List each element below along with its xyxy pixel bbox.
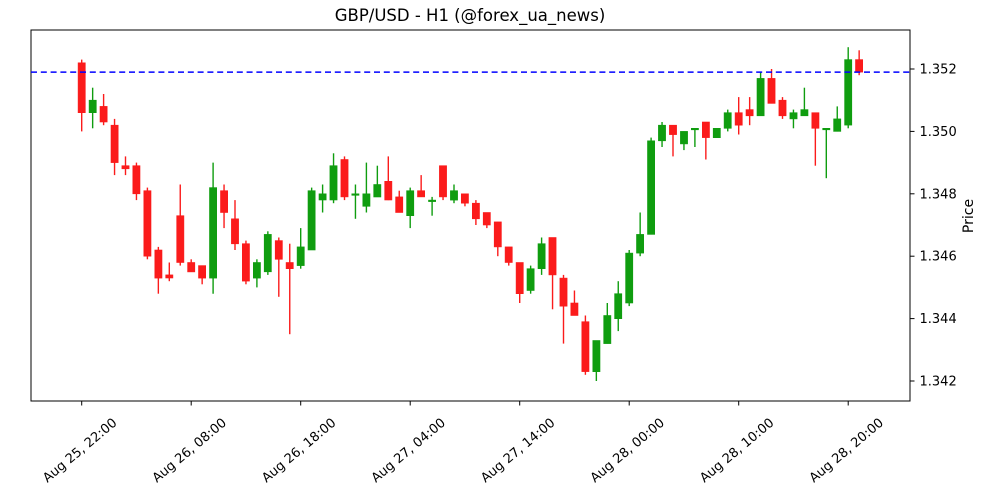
y-tick-label: 1.342 [920, 375, 957, 390]
candle-body [88, 99, 97, 113]
candle-body [253, 262, 261, 279]
candle-body [833, 118, 842, 132]
candle-body [198, 265, 206, 279]
candle-body [77, 62, 86, 114]
candles-layer [77, 47, 863, 381]
candle-body [406, 190, 415, 216]
candle-body [384, 181, 393, 201]
candle-body [767, 78, 776, 104]
candle-body [800, 109, 809, 117]
candle-body [362, 193, 371, 207]
candle-body [220, 190, 228, 213]
candle-body [99, 106, 108, 123]
candle-body [482, 212, 491, 226]
candle-body [778, 99, 787, 117]
candle-body [559, 277, 568, 307]
candle-body [307, 190, 316, 251]
candle-body [493, 221, 502, 248]
candle-body [855, 59, 863, 73]
candle-body [428, 199, 436, 202]
candle-body [263, 234, 272, 273]
candle-body [647, 140, 655, 235]
candle-body [504, 246, 513, 263]
candle-body [340, 159, 349, 198]
candle-body [537, 243, 546, 269]
y-tick-label: 1.352 [920, 63, 957, 78]
y-axis-title: Price [961, 199, 977, 233]
candle-body [515, 262, 524, 295]
candle-body [471, 202, 480, 220]
candle-body [690, 128, 699, 131]
y-tick-label: 1.346 [920, 250, 957, 265]
candle-body [460, 193, 469, 204]
candle-body [745, 109, 754, 117]
candle-body [614, 293, 623, 320]
candle-body [636, 234, 644, 254]
y-tick-label: 1.350 [920, 125, 957, 140]
candle-body [285, 262, 294, 269]
plot-area [30, 29, 911, 402]
candle-body [712, 128, 721, 139]
candle-body [592, 340, 601, 373]
candle-body [296, 246, 305, 266]
candle-body [209, 187, 217, 279]
candle-body [242, 243, 250, 282]
candle-body [756, 78, 765, 117]
candle-body [669, 124, 677, 135]
candle-body [176, 215, 185, 263]
candle-body [680, 131, 688, 145]
candle-body [734, 112, 743, 126]
y-tick-label: 1.344 [920, 312, 957, 327]
candle-body [373, 184, 382, 198]
candle-body [395, 196, 404, 213]
candle-body [187, 262, 196, 273]
candle-body [417, 190, 425, 198]
candle-body [143, 190, 152, 257]
y-axis: 1.352 1.350 1.348 1.346 1.344 1.342 [910, 63, 957, 390]
candle-body [110, 124, 119, 163]
candle-body [165, 274, 174, 279]
candle-body [723, 112, 732, 129]
candle-body [318, 193, 327, 201]
candle-body [625, 252, 634, 304]
candle-body [844, 59, 853, 126]
candle-body [603, 315, 612, 344]
candle-body [154, 249, 163, 279]
candle-body [811, 112, 820, 129]
candle-body [274, 240, 283, 260]
candle-body [439, 165, 447, 198]
candle-body [132, 165, 141, 195]
candle-body [450, 190, 458, 201]
candle-body [581, 321, 590, 372]
candle-body [231, 218, 239, 245]
candle-body [351, 193, 360, 196]
candle-body [822, 128, 831, 131]
candle-body [701, 121, 710, 138]
candle-body [121, 165, 130, 170]
candle-body [329, 165, 338, 201]
candle-body [658, 124, 666, 142]
candle-body [526, 268, 535, 291]
candle-body [548, 237, 557, 276]
y-tick-label: 1.348 [920, 187, 957, 202]
chart-title: GBP/USD - H1 (@forex_ua_news) [335, 6, 606, 26]
candle-body [570, 302, 579, 316]
candle-body [789, 112, 798, 120]
